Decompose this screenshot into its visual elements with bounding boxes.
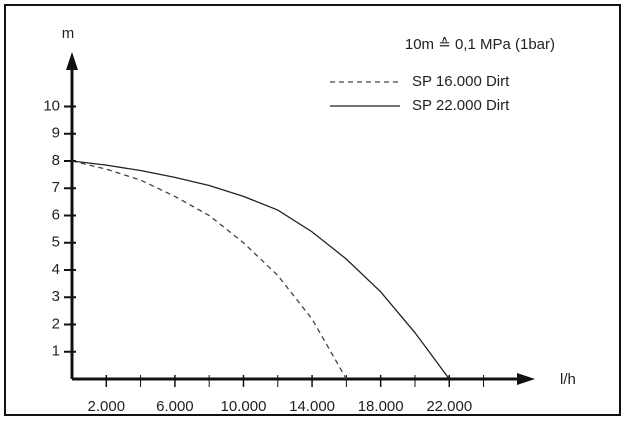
legend-label: SP 22.000 Dirt xyxy=(412,97,510,114)
y-tick-label: 3 xyxy=(52,288,60,305)
frame xyxy=(4,4,621,416)
curve xyxy=(71,160,347,380)
y-tick-label: 10 xyxy=(43,97,60,114)
y-tick-label: 4 xyxy=(52,261,60,278)
x-axis-label: l/h xyxy=(560,371,576,388)
y-tick-label: 7 xyxy=(52,179,60,196)
y-tick-label: 5 xyxy=(52,234,60,251)
x-tick-label: 6.000 xyxy=(156,398,194,415)
x-tick-label: 22.000 xyxy=(426,398,472,415)
x-tick-label: 2.000 xyxy=(88,398,126,415)
x-arrow xyxy=(517,373,535,385)
legend-label: SP 16.000 Dirt xyxy=(412,73,510,90)
y-axis-label: m xyxy=(62,25,75,42)
x-tick-label: 18.000 xyxy=(358,398,404,415)
y-tick-label: 8 xyxy=(52,152,60,169)
annotation: 10m ≙ 0,1 MPa (1bar) xyxy=(405,36,555,53)
x-tick-label: 10.000 xyxy=(221,398,267,415)
y-arrow xyxy=(66,52,78,70)
x-tick-label: 14.000 xyxy=(289,398,335,415)
y-tick-label: 2 xyxy=(52,315,60,332)
y-tick-label: 6 xyxy=(52,206,60,223)
curve xyxy=(71,160,450,380)
y-tick-label: 9 xyxy=(52,125,60,142)
y-tick-label: 1 xyxy=(52,343,60,360)
